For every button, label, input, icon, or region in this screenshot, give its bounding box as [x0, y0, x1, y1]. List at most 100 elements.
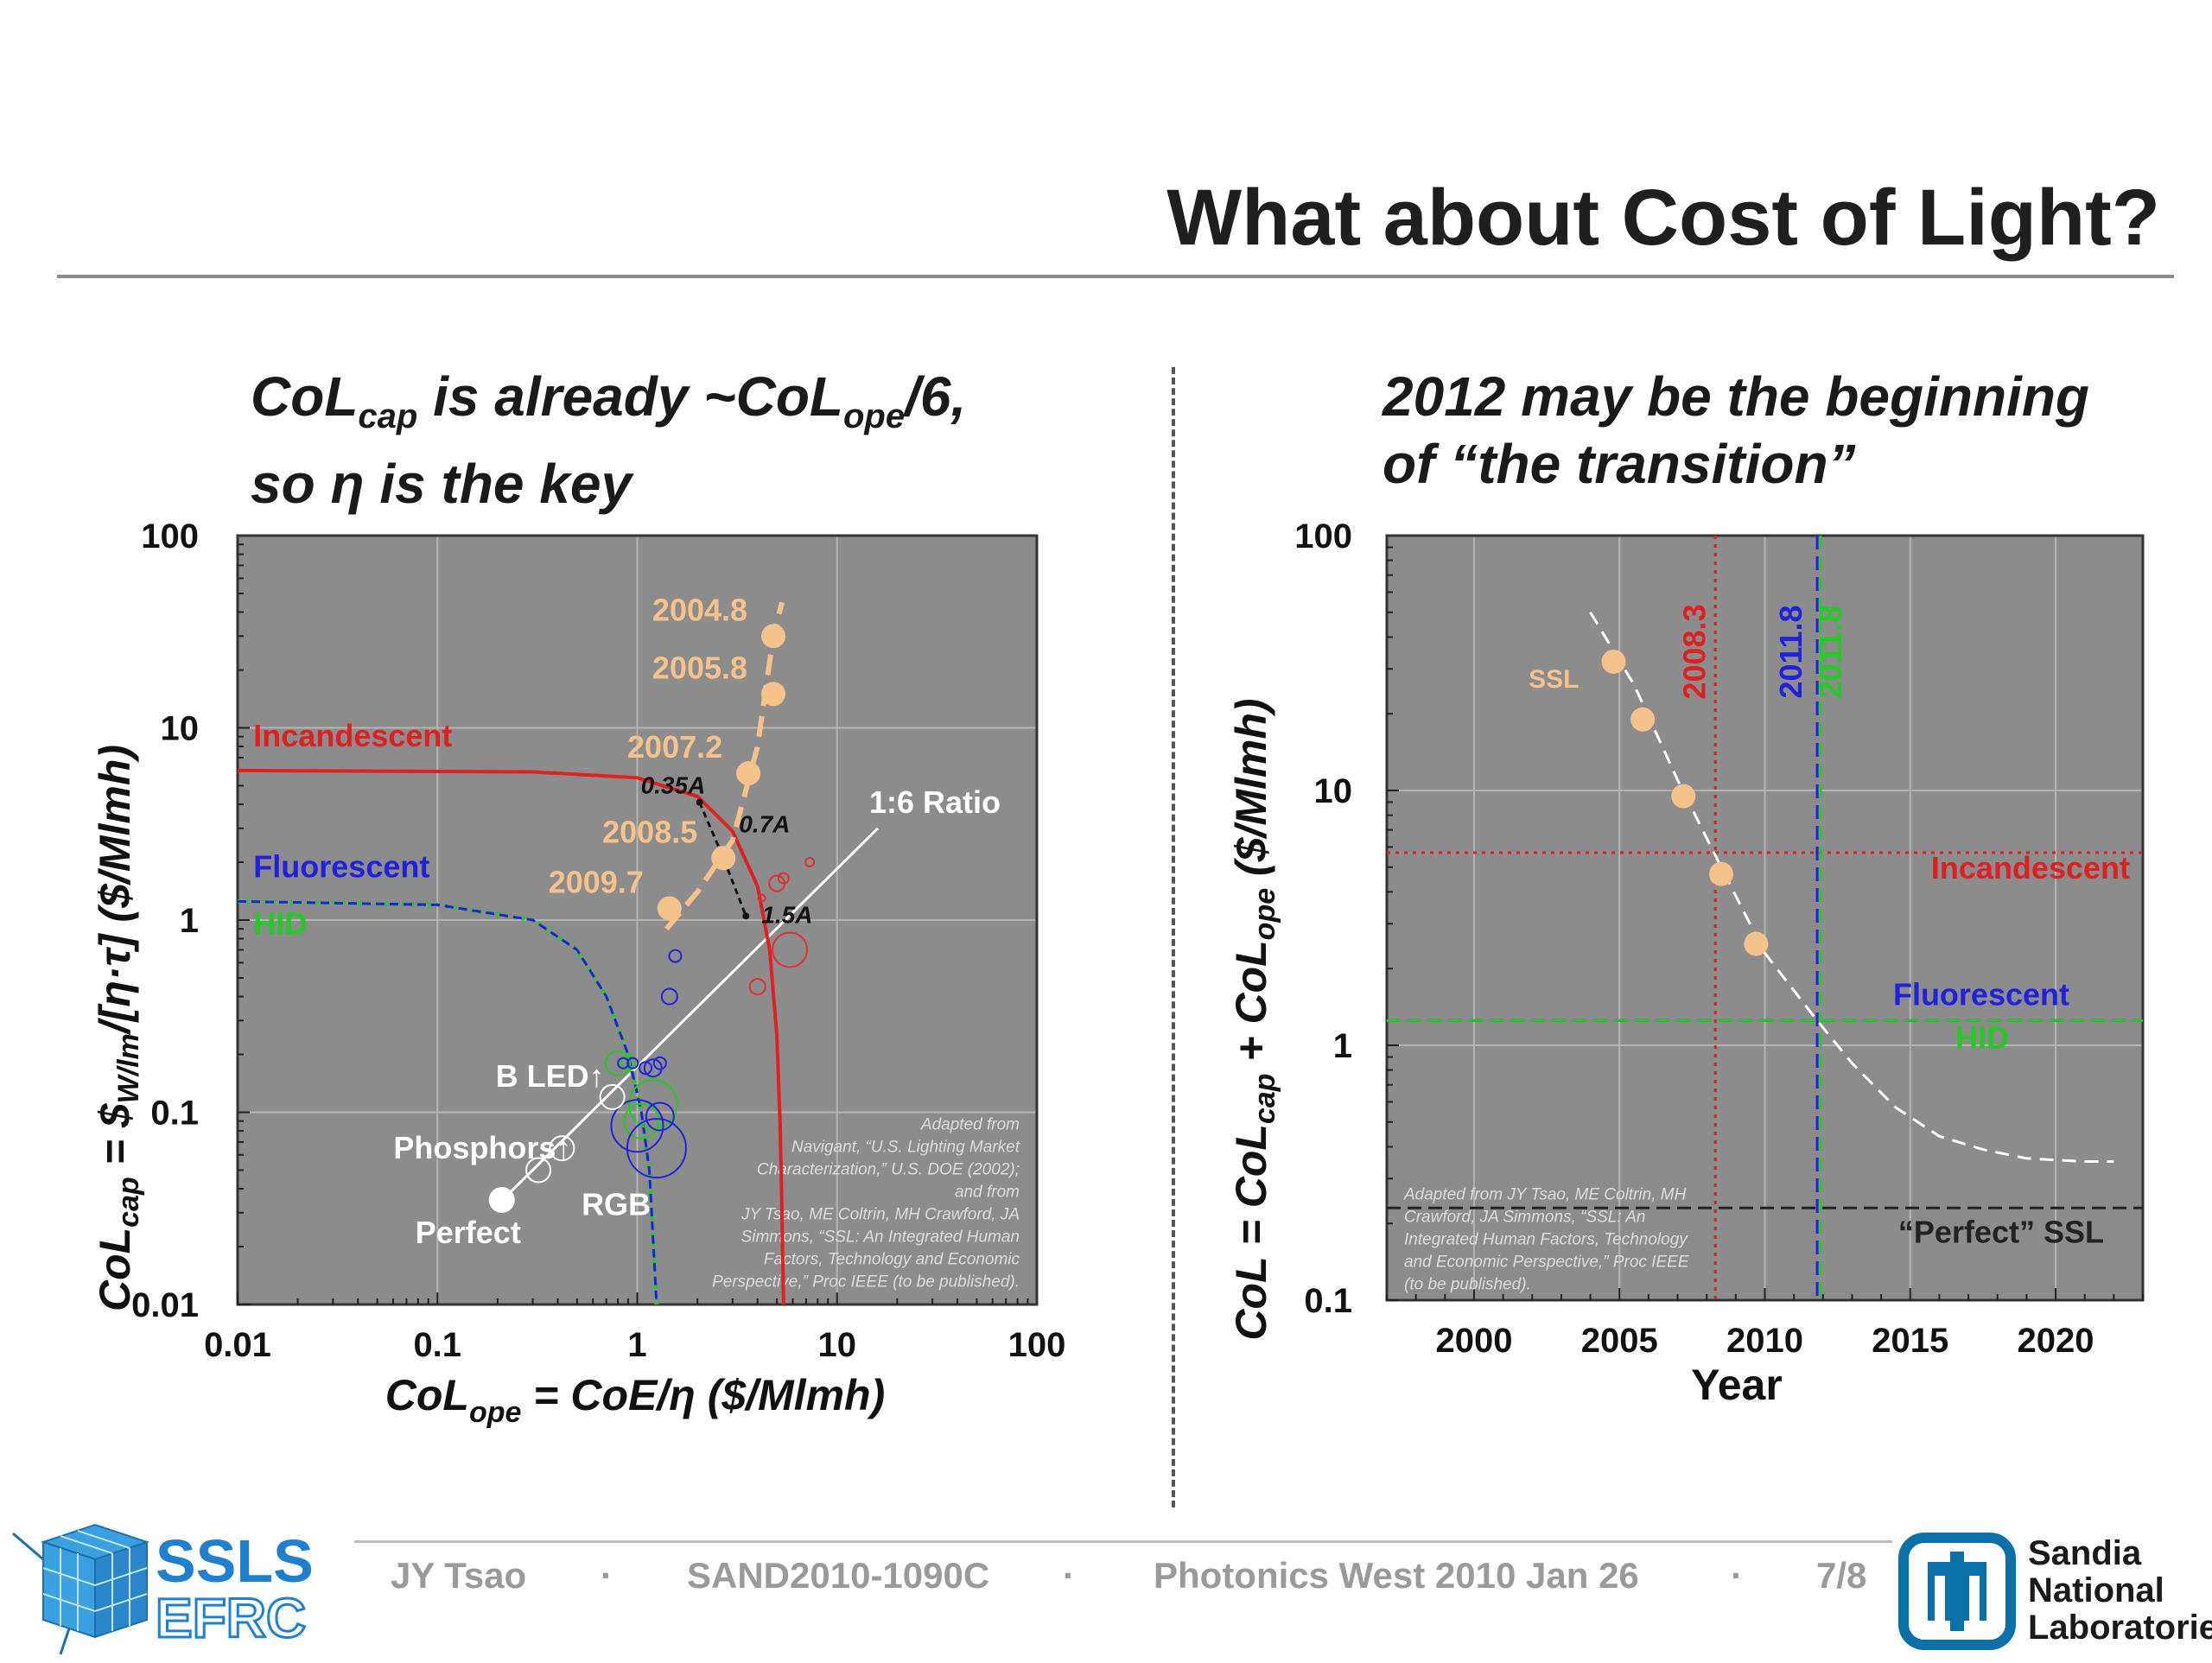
right-y-axis-label: CoL = CoLcap + CoLope ($/Mlmh): [1227, 698, 1281, 1340]
horizontal-ref-label: HID: [1955, 1019, 2009, 1055]
horizontal-ref-label: “Perfect” SSL: [1898, 1214, 2104, 1249]
title-rule: [57, 275, 2174, 278]
right-subtitle-line1: 2012 may be the beginning: [1382, 365, 2089, 428]
ssl-trend-line: [1589, 612, 2114, 1163]
right-chart-content: Adapted from JY Tsao, ME Coltrin, MH Craw…: [1387, 536, 2143, 1300]
white-point: [488, 1186, 515, 1213]
white-point-label: B LED↑: [496, 1058, 605, 1094]
left-x-axis-label: CoLope = CoE/η ($/Mlmh): [385, 1371, 886, 1429]
source-note-line: Adapted from JY Tsao, ME Coltrin, MH: [1403, 1185, 1687, 1203]
ylabel-part: ($/Mlmh): [1227, 698, 1275, 887]
blue-circle: [626, 1118, 687, 1179]
y-tick-label: 10: [161, 710, 200, 748]
x-tick-label: 0.01: [204, 1326, 271, 1364]
x-tick-label: 100: [1008, 1326, 1066, 1364]
right-chart: 2000 2005 2010 2015 2020 100 10 1 0.1 Adapted fr…: [1227, 517, 2145, 1409]
left-chart: 0.01 0.1 1 10 100 100 10 1 0.1 0.01 Adapted from N…: [91, 517, 1066, 1429]
footer-rule: [354, 1540, 1892, 1543]
ssl-point: [1709, 861, 1734, 886]
blue-circle: [639, 1061, 653, 1076]
blue-circle: [652, 1056, 667, 1070]
source-note-line: Adapted from: [920, 1116, 1020, 1134]
ssl-label: SSL: [1529, 665, 1579, 694]
white-point: [549, 1135, 575, 1162]
source-note-line: Perspective,” Proc IEEE (to be published…: [712, 1273, 1020, 1292]
subtitle-sub: cap: [358, 397, 418, 435]
source-note-line: and from: [955, 1184, 1020, 1202]
horizontal-ref-label: Fluorescent: [1893, 976, 2069, 1012]
green-circle: [620, 1055, 636, 1071]
incandescent-label: Incandescent: [253, 718, 452, 753]
ssl-point: [1744, 931, 1769, 956]
y-tick-label: 100: [1294, 517, 1352, 555]
right-subtitle: 2012 may be the beginning of “the transi…: [1382, 363, 2089, 498]
subtitle-sub: ope: [843, 397, 906, 435]
source-note-line: Integrated Human Factors, Technology: [1404, 1230, 1688, 1248]
cube-logo-icon: [12, 1523, 150, 1655]
ylabel-part: /[η·τ] ($/Mlmh): [91, 745, 139, 1035]
y-tick-label: 1: [180, 902, 199, 940]
ssl-point: [711, 846, 736, 871]
x-tick-label: 0.1: [413, 1326, 461, 1364]
sandia-logo: Sandia National Laboratories: [1897, 1531, 2212, 1652]
incandescent-curve: [237, 768, 785, 1305]
left-plot-area: [236, 534, 1039, 1306]
source-note-line: and Economic Perspective,” Proc IEEE: [1404, 1253, 1689, 1271]
ylabel-sub: cap: [1249, 1074, 1281, 1125]
center-divider: [1172, 367, 1175, 1507]
blue-circle: [660, 987, 678, 1006]
ssl-point: [1630, 707, 1656, 732]
ssls-text: SSLS: [156, 1527, 314, 1595]
left-subtitle: CoLcap is already ~CoLope/6, so η is the…: [251, 363, 966, 517]
y-tick-label: 1: [1333, 1027, 1352, 1065]
right-x-axis-label: Year: [1691, 1361, 1783, 1409]
source-note-line: JY Tsao, ME Coltrin, MH Crawford, JA: [741, 1206, 1020, 1224]
y-tick-label: 0.1: [1304, 1282, 1352, 1320]
ssl-point-label: 2004.8: [652, 592, 747, 627]
footer-separator: ·: [601, 1555, 613, 1596]
current-label: 0.35A: [641, 772, 706, 799]
red-circle: [748, 978, 766, 996]
white-point-label: Perfect: [416, 1215, 521, 1250]
subtitle-part: /6,: [905, 365, 967, 428]
current-label: 0.7A: [739, 810, 790, 837]
ratio-line-label: 1:6 Ratio: [869, 784, 1001, 820]
blue-circle: [645, 1101, 675, 1132]
ssl-point-label: 2005.8: [652, 650, 747, 685]
subtitle-part: is already ~CoL: [417, 365, 843, 428]
xlabel-sub: ope: [469, 1396, 521, 1429]
green-circle: [605, 1050, 632, 1076]
ssl-point-label: 2009.7: [549, 864, 644, 899]
y-tick-label: 100: [141, 517, 199, 555]
source-note-line: Crawford, JA Simmons, “SSL: An: [1404, 1208, 1645, 1226]
white-point: [525, 1157, 552, 1184]
sandia-thunderbird-icon: [1898, 1533, 2016, 1650]
footer-doc-id: SAND2010-1090C: [687, 1555, 990, 1596]
ylabel-part: CoL = CoL: [1227, 1124, 1275, 1340]
footer-author: JY Tsao: [391, 1555, 527, 1596]
green-circle: [623, 1102, 660, 1139]
hid-label: HID: [253, 905, 307, 941]
ssl-point: [1601, 649, 1626, 674]
efrc-text: EFRC: [154, 1587, 307, 1649]
source-note-line: Simmons, “SSL: An Integrated Human: [741, 1228, 1020, 1247]
source-note-line: (to be published).: [1404, 1275, 1531, 1293]
left-subtitle-line2: so η is the key: [251, 452, 632, 515]
subtitle-part: CoL: [251, 365, 359, 428]
ssl-point: [1671, 784, 1696, 809]
footer-separator: ·: [1063, 1555, 1075, 1596]
x-tick-label: 2005: [1581, 1322, 1658, 1360]
left-chart-content: Adapted from Navigant, “U.S. Lighting Mar…: [237, 592, 1020, 1305]
left-subtitle-line1: CoLcap is already ~CoLope/6,: [251, 363, 966, 450]
ssl-point: [657, 896, 682, 921]
vertical-ref-label: 2011.8: [1813, 605, 1848, 698]
fluorescent-curve: [237, 899, 658, 1305]
right-axis-ticks: 2000 2005 2010 2015 2020 100 10 1 0.1: [1294, 517, 2144, 1360]
left-y-axis-label: CoLcap = $W/lm/[η·τ] ($/Mlmh): [91, 745, 145, 1311]
x-tick-label: 10: [818, 1326, 857, 1364]
white-point-label: Phosphors↑: [393, 1130, 571, 1165]
xlabel-part: CoL: [385, 1371, 469, 1419]
ylabel-sub: W/lm: [112, 1033, 145, 1103]
sandia-word: Sandia: [2028, 1534, 2142, 1572]
y-tick-label: 10: [1314, 772, 1353, 810]
